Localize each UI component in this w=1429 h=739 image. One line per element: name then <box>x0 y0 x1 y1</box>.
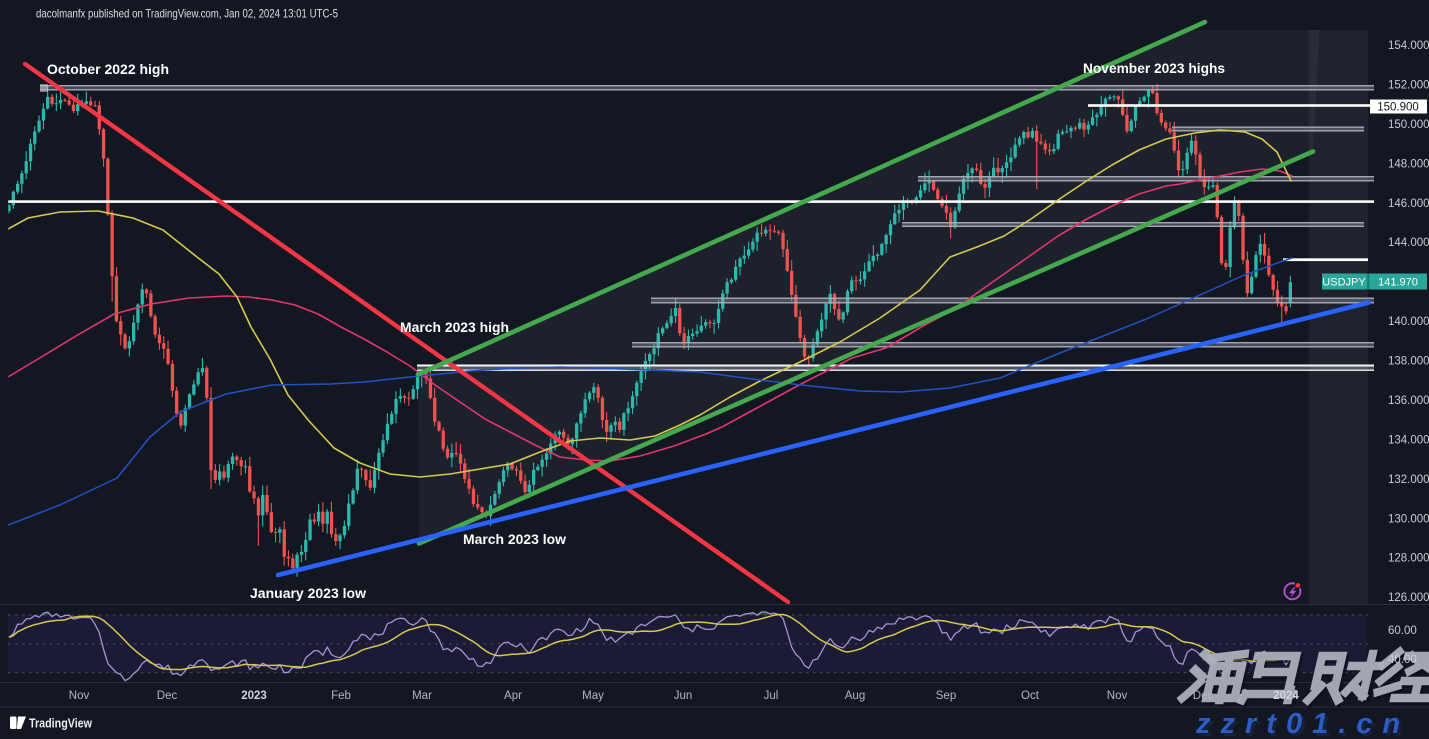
svg-text:150.000: 150.000 <box>1388 119 1429 131</box>
svg-text:126.000: 126.000 <box>1388 592 1429 604</box>
svg-text:138.000: 138.000 <box>1388 356 1429 368</box>
svg-text:128.000: 128.000 <box>1388 553 1429 565</box>
svg-text:132.000: 132.000 <box>1388 474 1429 486</box>
svg-text:Dec: Dec <box>1193 690 1214 702</box>
svg-text:Nov: Nov <box>1107 690 1128 702</box>
svg-text:Apr: Apr <box>504 690 522 702</box>
svg-text:Mar: Mar <box>412 690 432 702</box>
svg-text:136.000: 136.000 <box>1388 395 1429 407</box>
svg-text:154.000: 154.000 <box>1388 40 1429 52</box>
svg-text:January 2023 low: January 2023 low <box>250 586 367 601</box>
svg-text:October 2022 high: October 2022 high <box>47 62 169 77</box>
svg-text:130.000: 130.000 <box>1388 513 1429 525</box>
svg-text:60.00: 60.00 <box>1388 625 1417 637</box>
svg-text:zzrt01.cn: zzrt01.cn <box>1195 708 1410 739</box>
svg-text:March 2023 high: March 2023 high <box>400 320 509 335</box>
svg-text:Oct: Oct <box>1021 690 1040 702</box>
svg-text:May: May <box>582 690 604 702</box>
svg-text:USDJPY: USDJPY <box>1322 277 1366 289</box>
svg-text:144.000: 144.000 <box>1388 237 1429 249</box>
svg-text:Nov: Nov <box>69 690 90 702</box>
svg-text:148.000: 148.000 <box>1388 158 1429 170</box>
svg-text:134.000: 134.000 <box>1388 434 1429 446</box>
svg-text:Jul: Jul <box>764 690 779 702</box>
svg-text:141.970: 141.970 <box>1378 277 1418 289</box>
svg-text:TradingView: TradingView <box>29 717 92 731</box>
svg-text:Aug: Aug <box>845 690 865 702</box>
svg-text:146.000: 146.000 <box>1388 198 1429 210</box>
svg-text:November 2023 highs: November 2023 highs <box>1083 61 1225 76</box>
svg-text:140.000: 140.000 <box>1388 316 1429 328</box>
svg-text:150.900: 150.900 <box>1377 102 1419 114</box>
svg-text:Sep: Sep <box>936 690 956 702</box>
svg-text:zzrt01.cn: zzrt01.cn <box>1198 711 1413 739</box>
svg-text:152.000: 152.000 <box>1388 79 1429 91</box>
svg-text:Dec: Dec <box>157 690 178 702</box>
svg-text:March 2023 low: March 2023 low <box>463 532 567 547</box>
svg-text:2024: 2024 <box>1273 690 1299 702</box>
svg-text:2023: 2023 <box>241 690 267 702</box>
svg-text:dacolmanfx published on Tradin: dacolmanfx published on TradingView.com,… <box>36 7 338 21</box>
svg-text:Jun: Jun <box>674 690 693 702</box>
svg-text:Feb: Feb <box>331 690 351 702</box>
svg-text:40.00: 40.00 <box>1388 654 1417 666</box>
